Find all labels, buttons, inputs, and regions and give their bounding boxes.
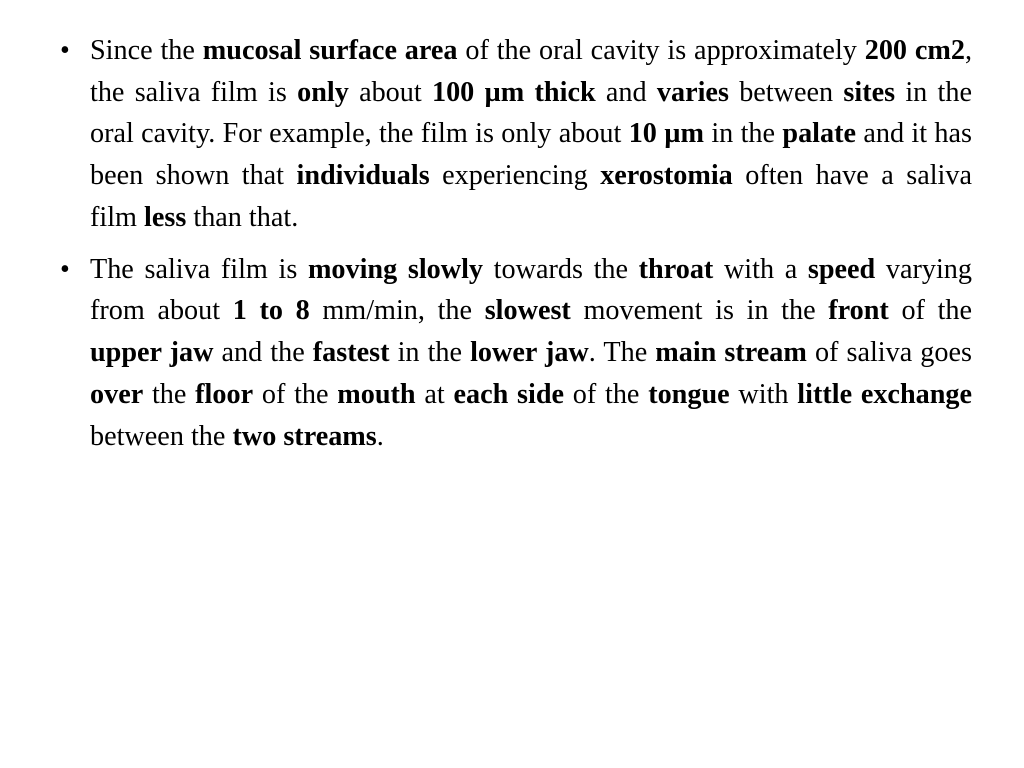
bullet-list: Since the mucosal surface area of the or…	[52, 30, 972, 457]
bold-text: palate	[782, 118, 856, 149]
bold-text: sites	[843, 77, 895, 108]
bold-text: lower jaw	[470, 337, 589, 368]
bold-text: throat	[639, 254, 714, 285]
bold-text: slowest	[485, 295, 571, 326]
body-text: . The	[589, 337, 656, 368]
bold-text: 1 to 8	[233, 295, 310, 326]
bold-text: 200 cm2	[865, 35, 965, 66]
bold-text: mouth	[337, 379, 415, 410]
body-text: in the	[390, 337, 471, 368]
body-text: with a	[713, 254, 808, 285]
bold-text: speed	[808, 254, 875, 285]
body-text: Since the	[90, 35, 203, 66]
body-text: at	[416, 379, 454, 410]
bold-text: two streams	[232, 421, 376, 452]
body-text: towards the	[483, 254, 639, 285]
bold-text: moving slowly	[308, 254, 483, 285]
bold-text: mucosal surface area	[203, 35, 458, 66]
body-text: .	[377, 421, 384, 452]
body-text: with	[730, 379, 798, 410]
body-text: the	[143, 379, 195, 410]
bold-text: floor	[195, 379, 253, 410]
body-text: of the	[253, 379, 337, 410]
body-text: of saliva goes	[807, 337, 972, 368]
bullet-item: Since the mucosal surface area of the or…	[52, 30, 972, 239]
bold-text: front	[828, 295, 889, 326]
bold-text: each side	[453, 379, 564, 410]
body-text: mm/min, the	[310, 295, 485, 326]
body-text: and the	[213, 337, 312, 368]
body-text: The saliva film is	[90, 254, 308, 285]
body-text: of the	[889, 295, 972, 326]
body-text: of the	[564, 379, 648, 410]
body-text: between the	[90, 421, 232, 452]
body-text: of the oral cavity is approximately	[458, 35, 865, 66]
body-text: experiencing	[430, 160, 601, 191]
bold-text: main stream	[655, 337, 807, 368]
bold-text: fastest	[313, 337, 390, 368]
bold-text: 10 µm	[629, 118, 704, 149]
bullet-item: The saliva film is moving slowly towards…	[52, 249, 972, 458]
bold-text: individuals	[296, 160, 429, 191]
bold-text: varies	[657, 77, 729, 108]
bold-text: less	[144, 202, 186, 233]
bold-text: 100 µm thick	[432, 77, 596, 108]
bold-text: upper jaw	[90, 337, 213, 368]
body-text: movement is in the	[571, 295, 828, 326]
body-text: than that.	[186, 202, 298, 233]
slide: Since the mucosal surface area of the or…	[0, 0, 1024, 768]
body-text: about	[349, 77, 432, 108]
body-text: between	[729, 77, 843, 108]
bold-text: tongue	[648, 379, 729, 410]
bold-text: little exchange	[797, 379, 972, 410]
body-text: and	[596, 77, 657, 108]
bold-text: xerostomia	[600, 160, 733, 191]
bold-text: only	[297, 77, 349, 108]
body-text: in the	[704, 118, 782, 149]
bold-text: over	[90, 379, 143, 410]
